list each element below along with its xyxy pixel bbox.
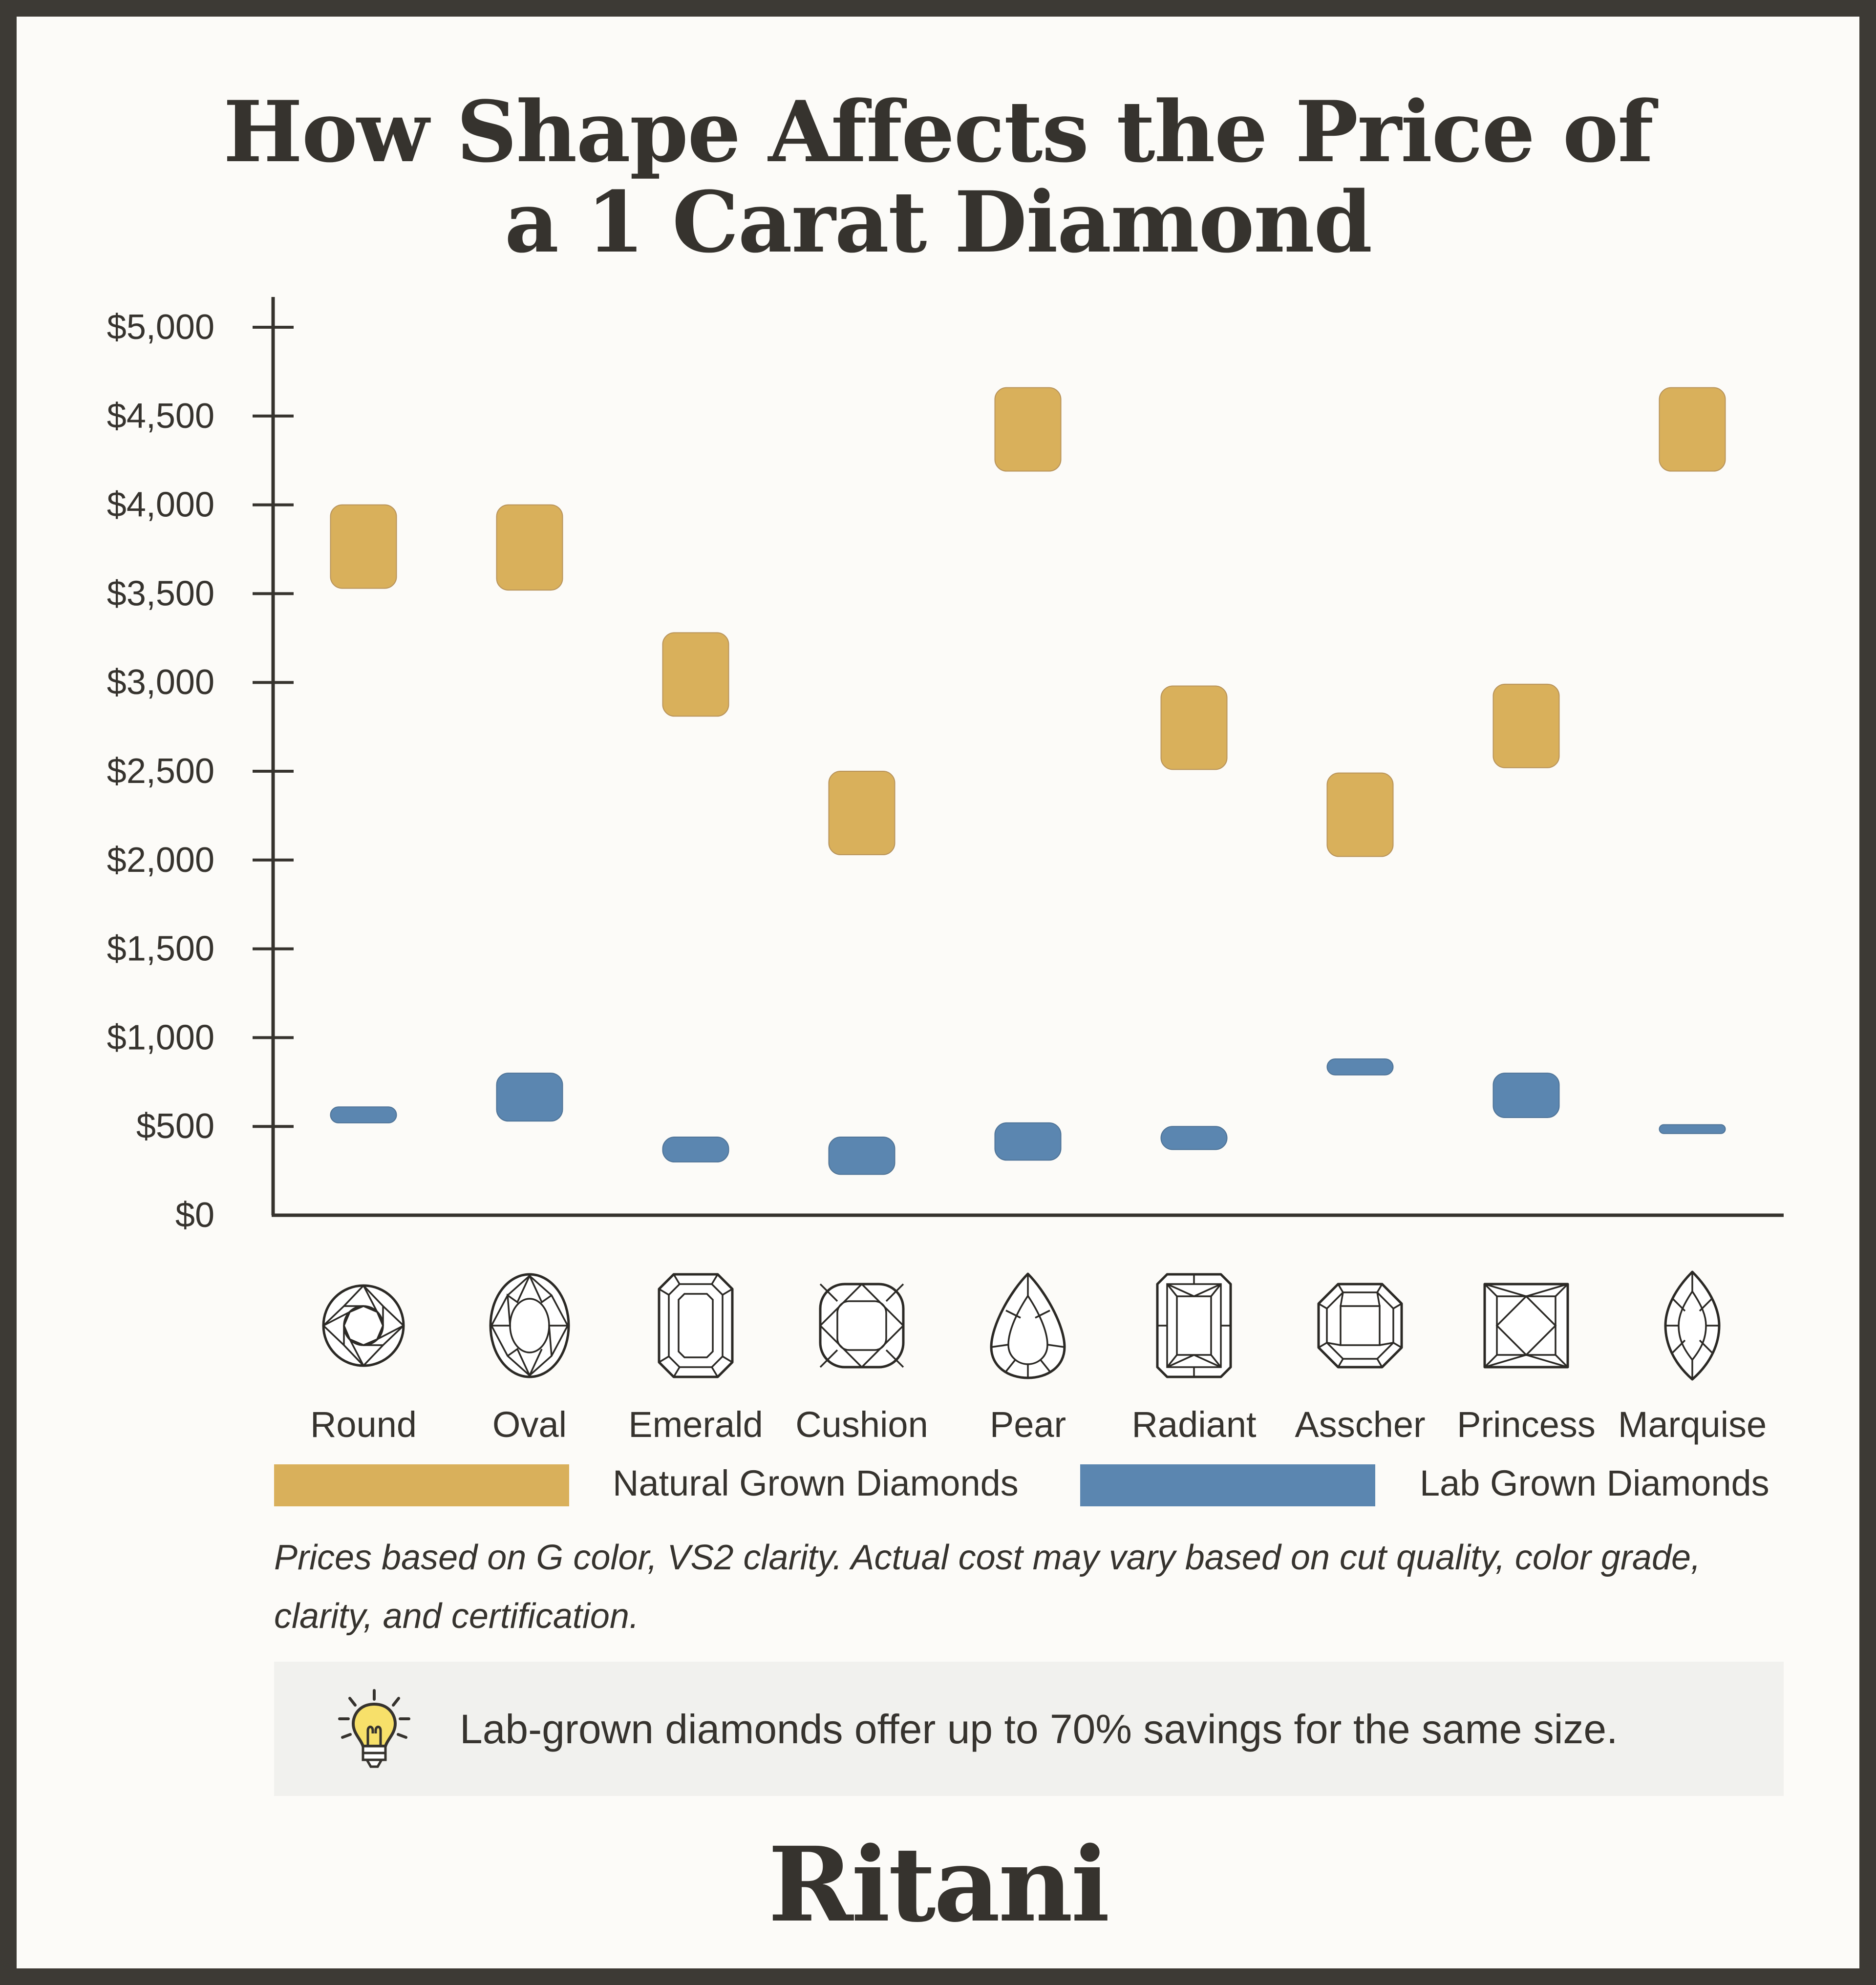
- princess-diamond-icon: [1483, 1283, 1569, 1369]
- natural-bar-asscher: [1326, 772, 1394, 857]
- cushion-diamond-icon: [819, 1283, 905, 1369]
- oval-diamond-icon: [489, 1273, 570, 1378]
- x-tick-label-asscher: Asscher: [1295, 1404, 1426, 1445]
- legend-label-natural: Natural Grown Diamonds: [613, 1463, 1019, 1503]
- y-tick-label: $500: [136, 1107, 214, 1146]
- pricing-note: Prices based on G color, VS2 clarity. Ac…: [274, 1538, 1701, 1636]
- natural-bar-radiant: [1160, 685, 1228, 770]
- chart-title-line2: a 1 Carat Diamond: [504, 172, 1373, 272]
- lab-bar-asscher: [1326, 1058, 1394, 1076]
- y-tick-label: $1,000: [107, 1018, 214, 1057]
- chart-title-line1: How Shape Affects the Price of: [223, 82, 1654, 181]
- price-chart: $0 $500 $1,000 $1,500 $2,000 $2,500 $3,000 $3,5…: [107, 297, 1784, 1235]
- pear-diamond-icon: [990, 1272, 1066, 1379]
- natural-bar-emerald: [662, 632, 729, 717]
- round-diamond-icon: [322, 1284, 405, 1367]
- asscher-diamond-icon: [1317, 1283, 1403, 1369]
- lightbulb-icon: [338, 1689, 410, 1768]
- legend-swatch-natural: [274, 1464, 569, 1506]
- natural-bar-princess: [1492, 683, 1560, 768]
- lab-bar-pear: [994, 1122, 1062, 1161]
- lab-bar-round: [330, 1106, 397, 1123]
- lab-bar-radiant: [1160, 1126, 1228, 1150]
- x-tick-label-princess: Princess: [1457, 1404, 1596, 1445]
- y-tick-label: $5,000: [107, 308, 214, 347]
- y-tick-label: $3,000: [107, 663, 214, 702]
- y-tick-label: $1,500: [107, 929, 214, 969]
- natural-bar-cushion: [828, 771, 895, 855]
- lab-bar-emerald: [662, 1137, 729, 1162]
- infographic: How Shape Affects the Price of a 1 Carat…: [17, 17, 1859, 1968]
- natural-bar-round: [330, 504, 397, 589]
- radiant-diamond-icon: [1156, 1273, 1232, 1378]
- y-tick-label: $2,000: [107, 841, 214, 880]
- y-tick-label: $2,500: [107, 752, 214, 791]
- lab-bar-princess: [1492, 1073, 1560, 1119]
- x-tick-label-cushion: Cushion: [795, 1404, 928, 1445]
- y-tick-label: $3,500: [107, 574, 214, 613]
- x-tick-label-round: Round: [310, 1404, 417, 1445]
- y-tick-label: $4,000: [107, 486, 214, 525]
- natural-bar-marquise: [1659, 387, 1726, 472]
- y-tick-label: $0: [175, 1196, 214, 1235]
- x-tick-label-emerald: Emerald: [628, 1404, 763, 1445]
- natural-bar-pear: [994, 387, 1062, 472]
- natural-bar-oval: [496, 504, 563, 591]
- lab-bar-oval: [496, 1073, 563, 1122]
- tip-text: Lab-grown diamonds offer up to 70% savin…: [460, 1706, 1618, 1752]
- x-tick-label-radiant: Radiant: [1131, 1404, 1257, 1445]
- x-tick-label-marquise: Marquise: [1618, 1404, 1767, 1445]
- marquise-diamond-icon: [1664, 1270, 1721, 1381]
- emerald-diamond-icon: [658, 1273, 734, 1378]
- brand-logo: Ritani: [768, 1824, 1110, 1945]
- legend-label-lab: Lab Grown Diamonds: [1420, 1463, 1769, 1503]
- legend-swatch-lab: [1080, 1464, 1375, 1506]
- x-tick-label-pear: Pear: [989, 1404, 1066, 1445]
- x-tick-label-oval: Oval: [492, 1404, 567, 1445]
- tip-callout: Lab-grown diamonds offer up to 70% savin…: [274, 1662, 1784, 1796]
- lab-bar-marquise: [1659, 1124, 1726, 1134]
- lab-bar-cushion: [828, 1137, 895, 1175]
- y-tick-label: $4,500: [107, 397, 214, 436]
